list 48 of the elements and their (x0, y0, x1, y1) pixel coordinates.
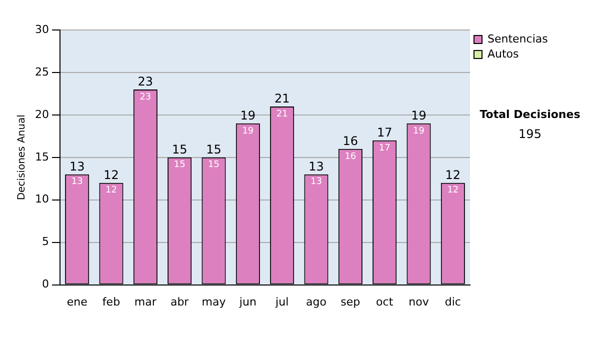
total-label: 19 (240, 108, 256, 123)
x-tick-label: sep (340, 295, 360, 308)
y-tick-label: 15 (34, 150, 49, 164)
x-tick-label: ago (306, 295, 327, 308)
data-label: 13 (310, 177, 322, 188)
x-tick-label: feb (102, 295, 120, 308)
data-label: 13 (71, 177, 83, 188)
total-label: 15 (206, 142, 222, 157)
data-label: 19 (413, 126, 425, 136)
legend-label: Sentencias (488, 32, 548, 46)
data-label: 15 (208, 160, 220, 170)
x-tick-label: mar (134, 295, 157, 308)
data-label: 23 (140, 92, 152, 102)
x-tick-label: jul (274, 295, 289, 308)
text: Total Decisiones (480, 108, 581, 121)
data-label: 16 (344, 152, 356, 162)
total-label: 12 (104, 168, 119, 182)
text: 195 (518, 127, 542, 142)
x-tick-label: abr (170, 295, 190, 308)
total-label: 13 (69, 160, 85, 174)
total-label: 23 (138, 74, 154, 89)
total-label: 17 (376, 126, 392, 140)
x-tick-label: dic (444, 295, 461, 308)
y-tick-label: 5 (42, 235, 49, 248)
y-tick-label: 10 (34, 192, 49, 206)
data-label: 19 (242, 126, 254, 136)
y-tick-label: 30 (34, 22, 49, 36)
total-label: 16 (342, 134, 358, 148)
total-label: 12 (445, 168, 461, 182)
total-label: 21 (274, 92, 290, 106)
x-tick-label: ene (66, 295, 88, 308)
total-label: 15 (172, 142, 188, 157)
data-label: 15 (174, 160, 186, 170)
y-tick-label: 0 (42, 278, 49, 291)
data-label: 12 (447, 186, 459, 196)
x-tick-label: nov (408, 295, 430, 308)
y-axis-title: Decisiones Anual (16, 114, 28, 200)
x-tick-label: may (202, 295, 226, 308)
data-label: 12 (106, 186, 117, 196)
data-label: 17 (378, 143, 390, 154)
total-label: 19 (411, 108, 426, 123)
x-tick-label: oct (376, 295, 394, 308)
y-tick-label: 25 (34, 65, 49, 78)
legend-label: Autos (488, 47, 520, 60)
x-tick-label: jun (238, 295, 256, 308)
total-label: 13 (308, 160, 324, 174)
data-label: 21 (276, 109, 288, 120)
y-tick-label: 20 (34, 108, 49, 121)
